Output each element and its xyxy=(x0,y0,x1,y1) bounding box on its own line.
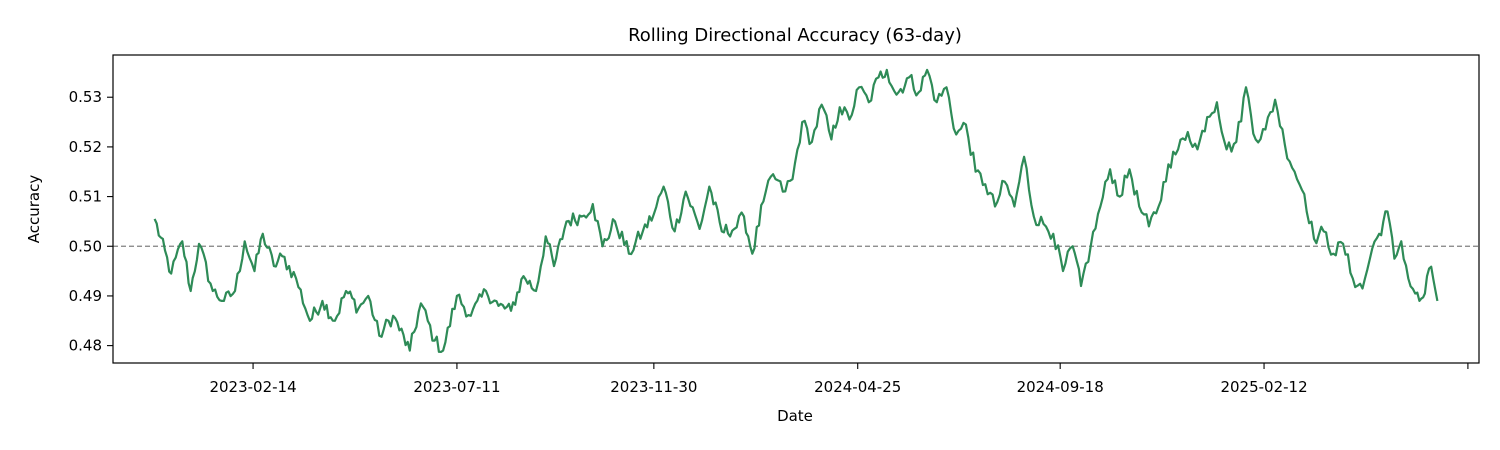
y-tick-label: 0.50 xyxy=(69,237,102,255)
chart-title: Rolling Directional Accuracy (63-day) xyxy=(628,25,962,46)
x-tick-label: 2023-11-30 xyxy=(610,378,697,396)
y-tick-label: 0.49 xyxy=(69,287,102,305)
x-tick-label: 2023-02-14 xyxy=(209,378,296,396)
x-tick-label: 2024-09-18 xyxy=(1017,378,1104,396)
x-axis-label: Date xyxy=(777,407,813,425)
y-axis-label: Accuracy xyxy=(25,175,43,244)
y-tick-label: 0.48 xyxy=(69,337,102,355)
y-tick-label: 0.53 xyxy=(69,88,102,106)
y-axis: 0.48 0.49 0.50 0.51 0.52 0.53 xyxy=(69,88,113,355)
y-tick-label: 0.52 xyxy=(69,138,102,156)
y-tick-label: 0.51 xyxy=(69,188,102,206)
plot-frame xyxy=(112,54,1480,364)
plot-area xyxy=(113,68,1479,353)
x-tick-label: 2024-04-25 xyxy=(814,378,901,396)
x-tick-label: 2023-07-11 xyxy=(413,378,500,396)
series-line-0 xyxy=(153,68,1439,353)
x-axis: 2023-02-14 2023-07-11 2023-11-30 2024-04-25… xyxy=(209,363,1469,396)
x-tick-label: 2025-02-12 xyxy=(1220,378,1307,396)
